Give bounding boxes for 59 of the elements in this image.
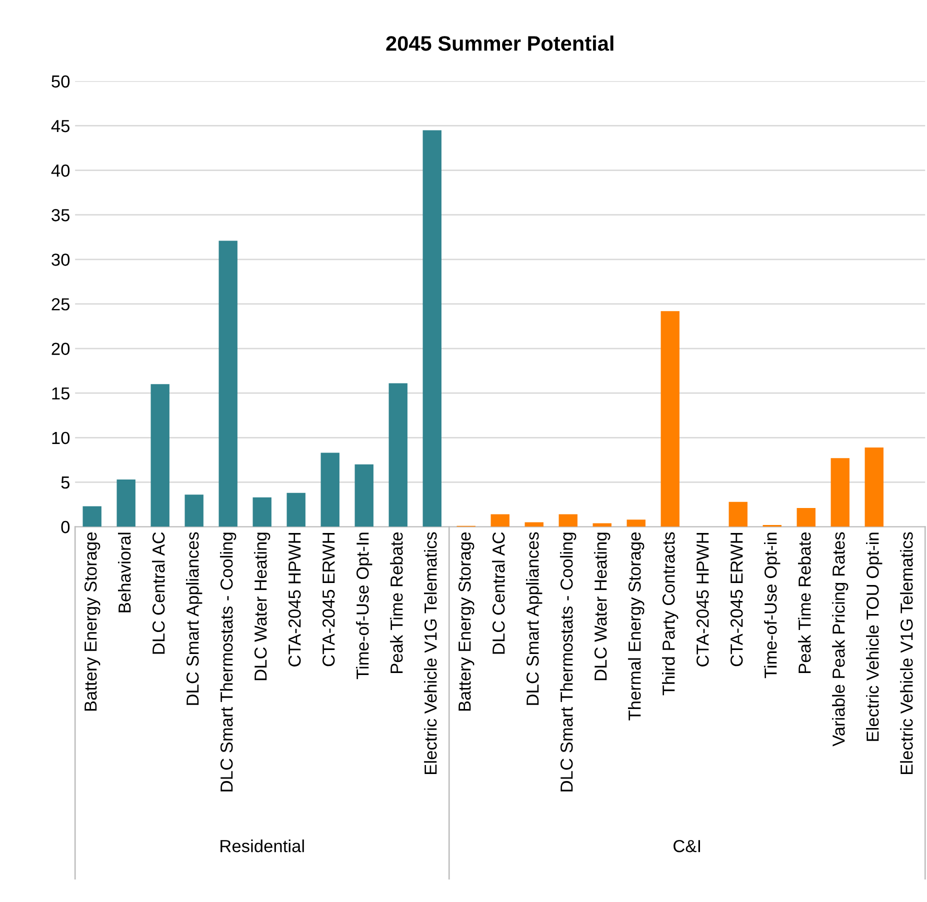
x-tick-label: DLC Central AC xyxy=(492,532,505,654)
y-tick-label: 10 xyxy=(52,432,70,444)
bar xyxy=(388,383,408,527)
x-tick-label: Electric Vehicle V1G Telematics xyxy=(424,532,437,774)
x-tick-label: DLC Central AC xyxy=(152,532,165,654)
bar xyxy=(150,384,170,527)
bar xyxy=(354,464,374,527)
x-tick-label: Electric Vehicle TOU Opt-in xyxy=(866,532,882,741)
text: Residential xyxy=(220,840,304,852)
x-tick-label: Battery Energy Storage xyxy=(84,532,100,711)
x-tick-label: CTA-2045 ERWH xyxy=(730,533,743,666)
x-tick-label: DLC Smart Appliances xyxy=(526,532,542,705)
text: C&I xyxy=(674,840,700,852)
x-tick-label: DLC Water Heating xyxy=(254,532,270,680)
bar xyxy=(320,452,340,527)
y-tick-label: 5 xyxy=(61,476,70,489)
x-tick-label: DLC Smart Thermostats - Cooling xyxy=(220,532,236,792)
bar xyxy=(82,506,102,527)
bar xyxy=(116,480,136,527)
x-tick-label: Behavioral xyxy=(118,532,131,612)
bar xyxy=(490,514,510,527)
bar xyxy=(864,447,884,527)
x-tick-label: DLC Smart Thermostats - Cooling xyxy=(560,532,576,792)
x-tick-label: Time-of-Use Opt-in xyxy=(764,532,780,678)
bar xyxy=(796,508,816,527)
y-tick-label: 0 xyxy=(61,520,70,534)
bar xyxy=(286,492,306,527)
x-tick-label: CTA-2045 HPWH xyxy=(288,533,301,666)
bar xyxy=(660,311,680,527)
y-tick-label: 40 xyxy=(51,164,70,177)
x-tick-label: Peak Time Rebate xyxy=(390,532,403,674)
x-tick-label: DLC Smart Appliances xyxy=(186,532,202,705)
bar xyxy=(184,494,204,527)
bar xyxy=(728,502,748,527)
x-tick-label: Battery Energy Storage xyxy=(458,532,474,711)
bar xyxy=(218,240,238,527)
x-tick-label: Variable Peak Pricing Rates xyxy=(832,532,848,746)
y-tick-label: 30 xyxy=(52,254,70,266)
y-tick-label: 20 xyxy=(52,342,70,355)
x-tick-label: Electric Vehicle V1G Telematics xyxy=(900,532,913,774)
bar xyxy=(558,514,578,527)
bar xyxy=(422,130,442,527)
bar xyxy=(830,458,850,527)
x-tick-label: DLC Water Heating xyxy=(594,532,610,680)
x-tick-label: Time-of-Use Opt-In xyxy=(356,532,372,680)
y-tick-label: 35 xyxy=(52,209,70,222)
y-tick-label: 45 xyxy=(51,120,70,132)
x-tick-label: CTA-2045 HPWH xyxy=(696,533,709,666)
y-tick-label: 25 xyxy=(52,298,70,310)
bar xyxy=(252,497,272,527)
bar xyxy=(592,523,612,527)
x-tick-label: Thermal Energy Storage xyxy=(628,532,644,720)
chart-title: 2045 Summer Potential xyxy=(386,36,614,51)
y-tick-label: 50 xyxy=(52,75,70,88)
bar xyxy=(626,520,646,527)
x-tick-label: Third Party Contracts xyxy=(662,532,678,696)
y-tick-label: 15 xyxy=(52,387,70,400)
x-tick-label: CTA-2045 ERWH xyxy=(322,533,335,666)
x-tick-label: Peak Time Rebate xyxy=(798,532,811,674)
